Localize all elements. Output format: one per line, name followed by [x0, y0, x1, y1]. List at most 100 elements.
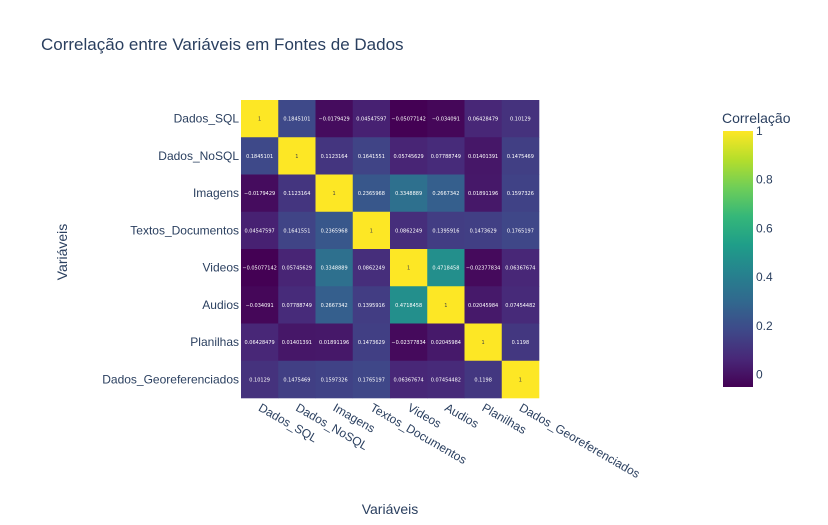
heatmap-cell	[315, 286, 354, 324]
colorbar-tick-label: 0	[756, 368, 763, 382]
heatmap-cell	[427, 174, 465, 213]
heatmap-cell-label: −0.05077142	[391, 117, 425, 123]
heatmap-cell-label: 0.06367674	[505, 266, 535, 272]
heatmap-cell	[501, 137, 540, 175]
y-axis-tick-label: Imagens	[193, 186, 239, 200]
heatmap-cell	[315, 360, 354, 399]
heatmap-cell-label: 0.2667342	[321, 303, 348, 309]
colorbar-tick-label: 0.4	[756, 270, 773, 284]
heatmap-cell	[352, 249, 391, 287]
heatmap-cell	[427, 249, 465, 287]
heatmap-cell-label: 0.1395916	[358, 303, 385, 309]
heatmap-cell	[390, 249, 428, 287]
heatmap-cell-label: −0.0179429	[244, 191, 275, 197]
heatmap-cell-label: 0.01891196	[468, 191, 498, 197]
heatmap-cell	[241, 360, 279, 399]
heatmap-cell	[390, 174, 428, 213]
heatmap-cell-label: −0.0179429	[319, 117, 350, 123]
colorbar-tick-label: 0.2	[756, 319, 773, 333]
heatmap-cell-label: 0.4718458	[432, 266, 459, 272]
heatmap-cell	[352, 323, 391, 362]
heatmap-cell-label: 1	[370, 228, 373, 234]
heatmap-cell-label: 0.06428479	[468, 117, 498, 123]
heatmap-cell	[278, 323, 316, 362]
x-axis-title: Variáveis	[362, 501, 419, 517]
heatmap-cell-label: 0.01891196	[319, 340, 349, 346]
heatmap-cell	[390, 286, 428, 324]
x-axis-tick-label: Dados_Georeferenciados	[517, 400, 642, 481]
heatmap-cell	[464, 286, 503, 324]
heatmap-cell-label: 0.06367674	[394, 377, 424, 383]
heatmap-cell-label: 0.2667342	[432, 191, 459, 197]
heatmap-cell	[464, 360, 503, 399]
heatmap-cell	[427, 323, 465, 362]
heatmap-cell	[427, 100, 465, 138]
heatmap-cell-label: 1	[444, 303, 447, 309]
heatmap-cell-label: 0.02045984	[468, 303, 498, 309]
heatmap-cell-labels: 1 0.1845101 −0.0179429 0.04547597 −0.0507714…	[242, 117, 535, 384]
colorbar-tick-labels: 0 0.2 0.4 0.6 0.8 1	[756, 124, 773, 382]
heatmap-cell	[427, 286, 465, 324]
heatmap-cell	[464, 100, 503, 138]
heatmap-cell-label: 1	[295, 154, 298, 160]
heatmap-cell	[390, 323, 428, 362]
heatmap-cell-label: 0.04547597	[356, 117, 386, 123]
heatmap-cell-label: 0.2365968	[358, 191, 385, 197]
heatmap-cell-label: 0.07788749	[282, 303, 312, 309]
heatmap-cell	[315, 100, 354, 138]
y-axis-tick-label: Dados_NoSQL	[158, 149, 239, 163]
heatmap-cell	[501, 174, 540, 213]
chart-title: Correlação entre Variáveis em Fontes de …	[41, 35, 404, 54]
heatmap-cell-label: 0.0862249	[358, 266, 385, 272]
heatmap-cell-label: 0.1845101	[283, 117, 310, 123]
heatmap-cell	[278, 100, 316, 138]
heatmap-cell	[278, 249, 316, 287]
heatmap-cell	[278, 360, 316, 399]
heatmap-cell-label: 0.3348889	[321, 266, 348, 272]
heatmap-cell-label: 0.02045984	[431, 340, 461, 346]
colorbar-gradient	[723, 131, 753, 387]
heatmap-cell-label: 0.01401391	[282, 340, 312, 346]
heatmap-cell	[501, 211, 540, 250]
heatmap-cell-label: 0.1123164	[321, 154, 348, 160]
colorbar-tick-label: 0.6	[756, 221, 773, 235]
heatmap-cell	[315, 137, 354, 175]
heatmap-cell-label: 0.04547597	[245, 228, 275, 234]
heatmap-cell	[501, 286, 540, 324]
heatmap-cell	[241, 249, 279, 287]
heatmap-cell-label: 0.3348889	[395, 191, 422, 197]
heatmap-cell-label: 0.07454482	[431, 377, 461, 383]
heatmap-cell-label: −0.02377834	[391, 340, 425, 346]
heatmap-cell	[464, 211, 503, 250]
heatmap-cell-label: 0.1765197	[358, 377, 385, 383]
heatmap-cell	[241, 286, 279, 324]
heatmap-cell	[241, 323, 279, 362]
colorbar-tick-label: 0.8	[756, 173, 773, 187]
heatmap-cell-label: 0.06428479	[245, 340, 275, 346]
heatmap-cell	[501, 360, 540, 399]
heatmap-cell-label: 0.07788749	[431, 154, 461, 160]
heatmap-cell	[464, 137, 503, 175]
heatmap-cell	[315, 174, 354, 213]
heatmap-cell	[352, 100, 391, 138]
heatmap-cell	[278, 174, 316, 213]
heatmap-cell-label: 0.1597326	[507, 191, 534, 197]
heatmap-cell	[278, 211, 316, 250]
heatmap-cell-label: 0.1641551	[283, 228, 310, 234]
heatmap-cell-label: 0.1475469	[507, 154, 534, 160]
heatmap-cell-label: 0.01401391	[468, 154, 498, 160]
heatmap-cell	[464, 174, 503, 213]
heatmap-cell	[501, 249, 540, 287]
heatmap-cell	[241, 100, 279, 138]
heatmap-cell	[427, 360, 465, 399]
heatmap-cells	[241, 100, 540, 399]
heatmap-cell	[352, 211, 391, 250]
heatmap-cell-label: 0.10129	[249, 377, 270, 383]
heatmap-cell-label: −0.02377834	[466, 266, 500, 272]
heatmap-cell-label: 0.05745629	[282, 266, 312, 272]
heatmap-cell-label: 0.2365968	[321, 228, 348, 234]
heatmap-cell	[315, 323, 354, 362]
heatmap-cell-label: 0.1641551	[358, 154, 385, 160]
y-axis-tick-label: Dados_SQL	[174, 112, 240, 126]
